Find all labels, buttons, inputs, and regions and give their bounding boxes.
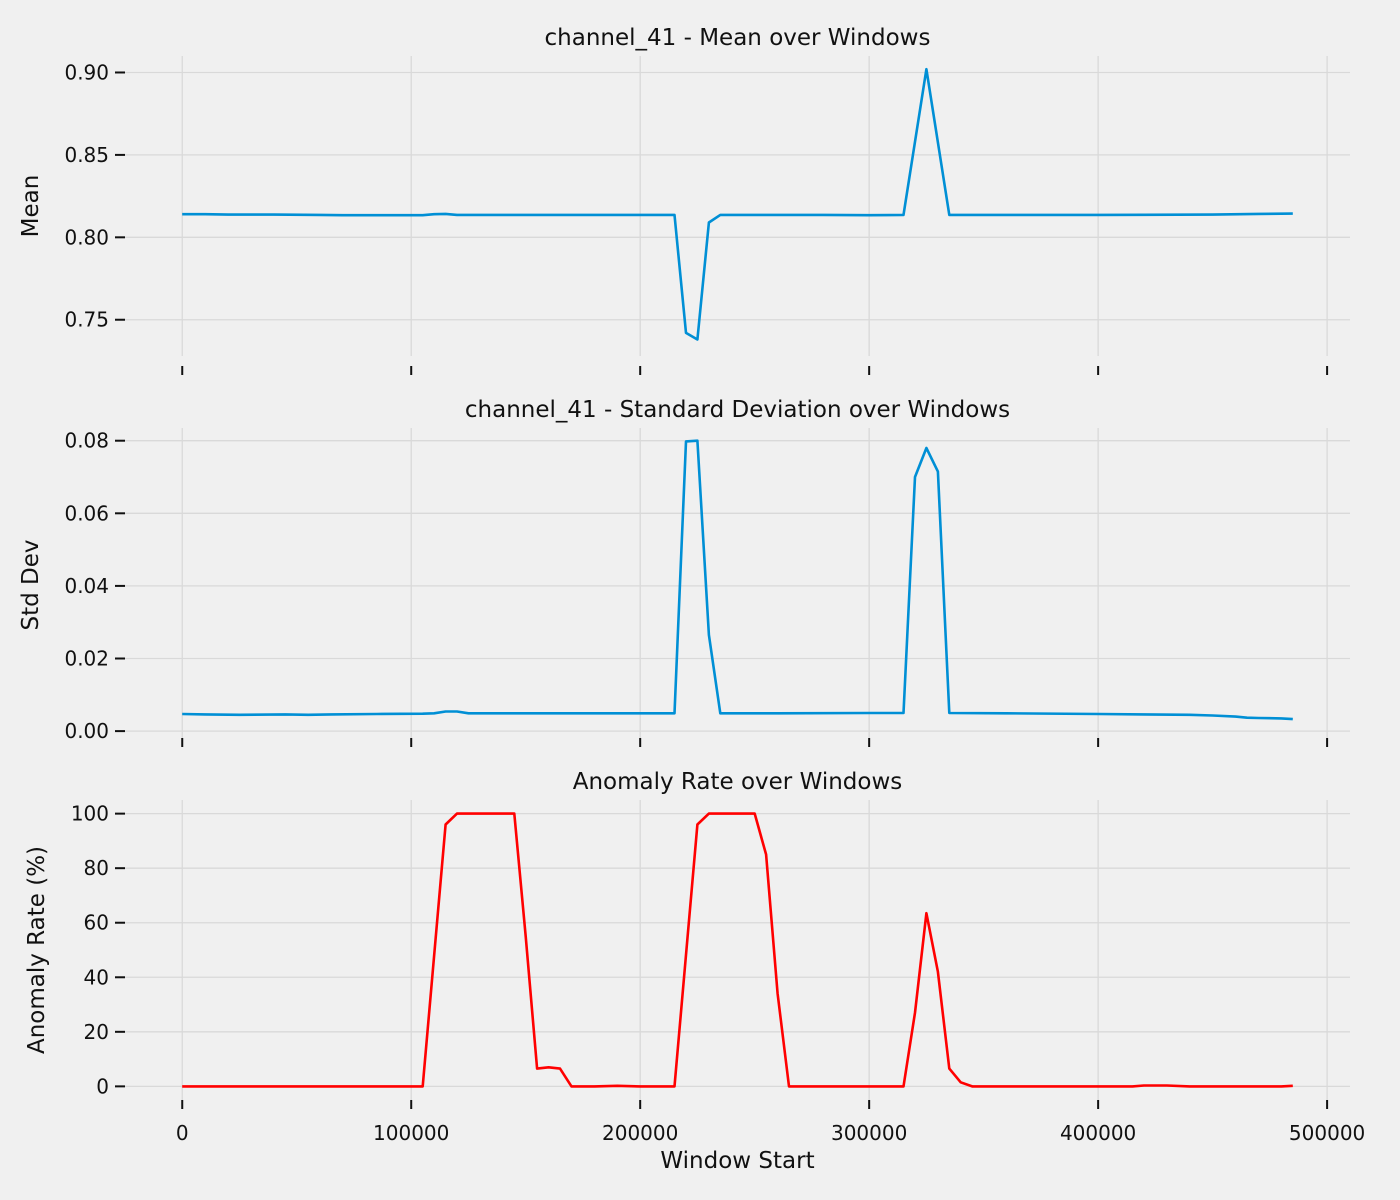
chart-panel-1: 0.75 0.80 0.85 0.90 channel_41 - Mean over W… bbox=[18, 25, 1350, 375]
series-line bbox=[182, 67, 1293, 341]
y-tick-label: 80 bbox=[84, 856, 109, 880]
x-tick-label: 500000 bbox=[1289, 1121, 1365, 1145]
x-tick-label: 100000 bbox=[373, 1121, 449, 1145]
series-line bbox=[182, 812, 1293, 1088]
chart-title: channel_41 - Standard Deviation over Win… bbox=[465, 397, 1010, 423]
x-axis-label: Window Start bbox=[660, 1148, 814, 1174]
y-tick-label: 0.85 bbox=[64, 143, 109, 167]
y-tick-label: 40 bbox=[84, 965, 109, 989]
y-tick-label: 0.02 bbox=[64, 647, 109, 671]
y-tick-label: 60 bbox=[84, 911, 109, 935]
chart-title: Anomaly Rate over Windows bbox=[573, 769, 903, 795]
y-tick-label: 0.75 bbox=[64, 308, 109, 332]
chart-panel-2: 0.00 0.02 0.04 0.06 0.08 channel_41 - Standar… bbox=[18, 397, 1350, 747]
y-tick-label: 0.80 bbox=[64, 225, 109, 249]
y-tick-label: 0.06 bbox=[64, 501, 109, 525]
y-tick-label: 20 bbox=[84, 1020, 109, 1044]
y-axis-label: Anomaly Rate (%) bbox=[24, 846, 50, 1054]
y-tick-label: 0.08 bbox=[64, 429, 109, 453]
series-line bbox=[182, 439, 1293, 721]
y-tick-label: 100 bbox=[71, 802, 109, 826]
y-tick-label: 0.00 bbox=[64, 719, 109, 743]
x-tick-label: 0 bbox=[176, 1121, 189, 1145]
y-tick-label: 0.90 bbox=[64, 60, 109, 84]
y-axis-label: Std Dev bbox=[18, 539, 44, 630]
y-axis-label: Mean bbox=[18, 175, 44, 238]
chart-title: channel_41 - Mean over Windows bbox=[545, 25, 931, 51]
chart-panel-3: 0 20 40 60 80 100 0 100000 200000 300000 400000 500… bbox=[24, 769, 1365, 1174]
y-tick-label: 0.04 bbox=[64, 574, 109, 598]
x-tick-label: 200000 bbox=[602, 1121, 678, 1145]
x-tick-label: 400000 bbox=[1060, 1121, 1136, 1145]
x-tick-label: 300000 bbox=[831, 1121, 907, 1145]
y-tick-label: 0 bbox=[96, 1074, 109, 1098]
